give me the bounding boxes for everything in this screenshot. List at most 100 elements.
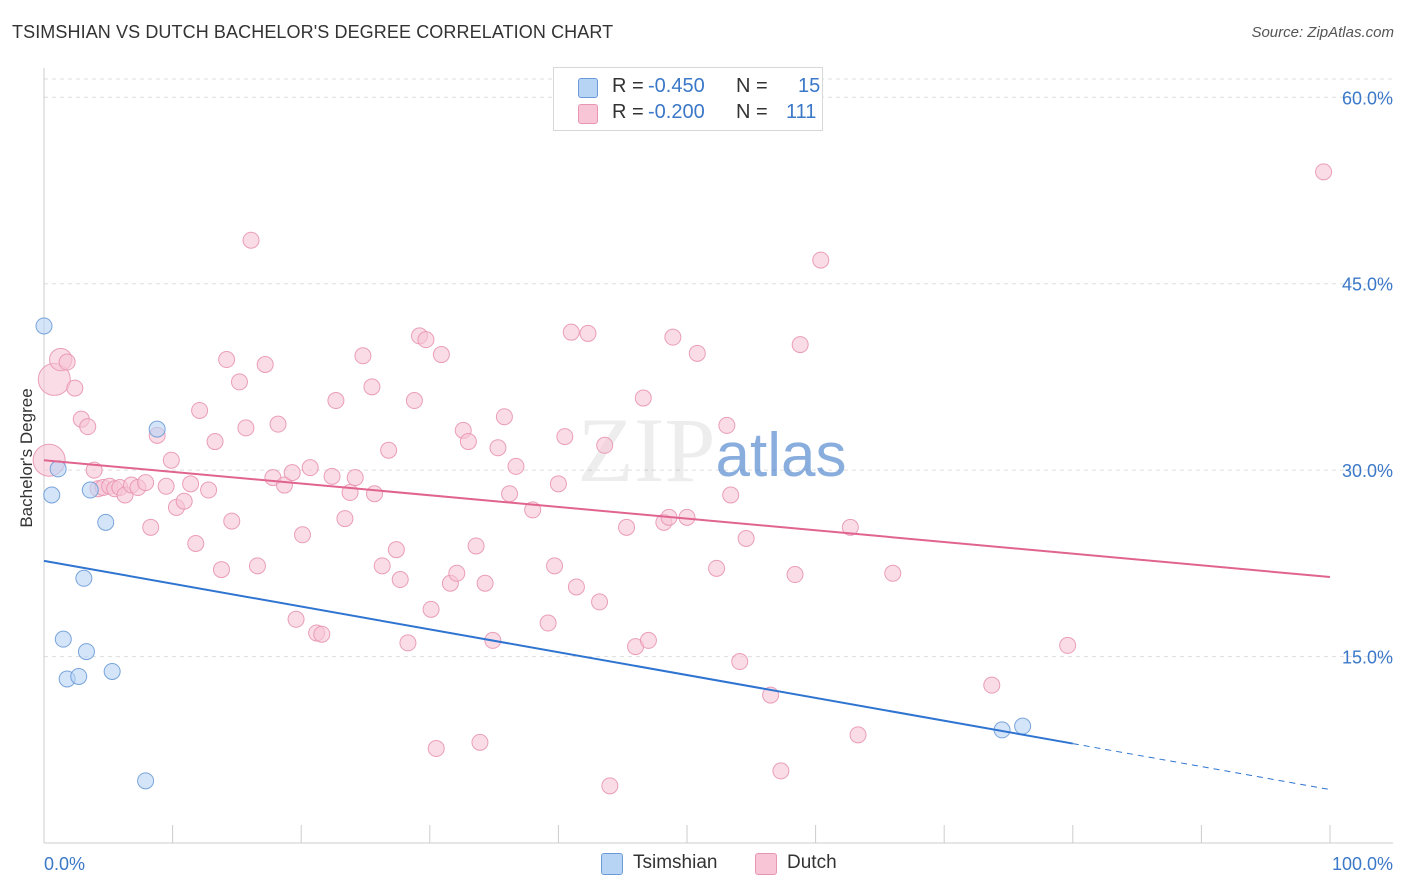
tsimshian-point (43, 486, 61, 504)
dutch-point (85, 461, 103, 479)
tsimshian-trend-extension (1072, 743, 1331, 791)
dutch-point (405, 392, 423, 410)
dutch-point (562, 323, 580, 341)
dutch-point (501, 485, 519, 503)
dutch-point (639, 631, 657, 649)
y-tick-label: 30.0% (1342, 461, 1393, 481)
dutch-point (283, 464, 301, 482)
tsimshian-swatch (578, 78, 598, 98)
dutch-point (708, 559, 726, 577)
dutch-point (366, 485, 384, 503)
dutch-point (718, 416, 736, 434)
dutch-point (301, 459, 319, 477)
tsimshian-point (81, 481, 99, 499)
tsimshian-point (148, 420, 166, 438)
dutch-point (459, 433, 477, 451)
dutch-point (417, 331, 435, 349)
dutch-point (601, 777, 619, 795)
dutch-point (546, 557, 564, 575)
tsimshian-trend-line (43, 559, 1073, 745)
dutch-point (432, 346, 450, 364)
dutch-point (841, 518, 859, 536)
dutch-swatch (755, 853, 777, 875)
legend-label: Dutch (787, 852, 837, 873)
dutch-trend-line (43, 459, 1331, 579)
dutch-point (336, 510, 354, 528)
dutch-point (162, 451, 180, 469)
dutch-point (495, 408, 513, 426)
tsimshian-point (103, 662, 121, 680)
dutch-point (66, 379, 84, 397)
dutch-swatch (578, 104, 598, 124)
n-label: N = (736, 75, 768, 97)
dutch-point (786, 566, 804, 584)
tsimshian-point (54, 630, 72, 648)
dutch-point (79, 418, 97, 436)
dutch-point (157, 477, 175, 495)
dutch-point (422, 600, 440, 618)
dutch-point (191, 401, 209, 419)
dutch-point (387, 541, 405, 559)
dutch-point (476, 574, 494, 592)
y-tick-labels: 15.0% 30.0% 45.0% 60.0% (1342, 88, 1393, 667)
dutch-point (380, 441, 398, 459)
watermark-atlas: atlas (716, 421, 847, 490)
dutch-point (884, 564, 902, 582)
dutch-point (549, 475, 567, 493)
dutch-point (187, 534, 205, 552)
dutch-point (354, 347, 372, 365)
dutch-point (346, 469, 364, 487)
x-tick-label-max: 100.0% (1332, 854, 1393, 874)
dutch-point (849, 726, 867, 744)
dutch-point (248, 557, 266, 575)
dutch-point (237, 419, 255, 437)
dutch-point (722, 486, 740, 504)
dutch-point (327, 392, 345, 410)
n-label: N = (736, 101, 768, 123)
y-tick-label: 60.0% (1342, 88, 1393, 108)
dutch-point (287, 610, 305, 628)
dutch-point (391, 571, 409, 589)
dutch-point (591, 593, 609, 611)
dutch-point (448, 564, 466, 582)
tsimshian-point (77, 643, 95, 661)
dutch-point (293, 526, 311, 544)
y-tick-label: 45.0% (1342, 275, 1393, 295)
dutch-point (507, 457, 525, 475)
dutch-point (737, 530, 755, 547)
tsimshian-point (35, 317, 53, 335)
dutch-point (618, 518, 636, 536)
tsimshian-point (49, 460, 67, 478)
dutch-point (363, 378, 381, 396)
dutch-point (373, 557, 391, 575)
dutch-point (58, 353, 76, 371)
tsimshian-point (97, 513, 115, 531)
dutch-point (206, 433, 224, 451)
watermark: ZIPatlas (578, 399, 847, 501)
dutch-point (230, 373, 248, 391)
dutch-point (1059, 636, 1077, 654)
dutch-point (731, 653, 749, 671)
dutch-point (256, 356, 274, 373)
dutch-point (182, 475, 200, 493)
dutch-point (556, 428, 574, 446)
dutch-point (269, 415, 287, 433)
dutch-point (218, 351, 236, 369)
dutch-point (467, 537, 485, 555)
r-value: -0.200 (648, 101, 705, 123)
dutch-point (175, 492, 193, 510)
dutch-point (427, 740, 445, 758)
y-tick-label: 15.0% (1342, 648, 1393, 668)
tsimshian-point (75, 569, 93, 587)
dutch-point (137, 474, 155, 492)
dutch-point (596, 436, 614, 454)
legend-label: Tsimshian (633, 852, 718, 873)
chart-title: TSIMSHIAN VS DUTCH BACHELOR'S DEGREE COR… (12, 22, 614, 42)
dutch-point (223, 512, 241, 530)
dutch-point (634, 389, 652, 407)
dutch-point (313, 625, 331, 643)
dutch-point (539, 614, 557, 632)
tsimshian-point (137, 772, 155, 790)
dutch-point (399, 634, 417, 652)
dutch-point (200, 481, 218, 499)
